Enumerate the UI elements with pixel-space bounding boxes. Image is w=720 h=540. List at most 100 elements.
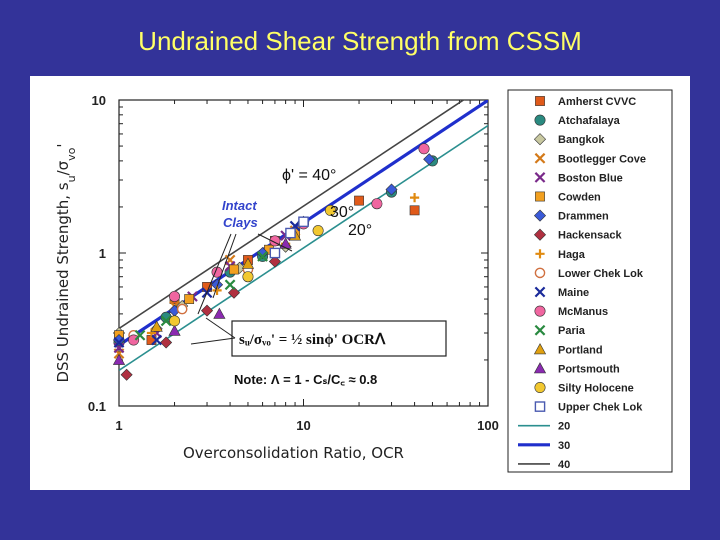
- legend-marker: [535, 249, 545, 259]
- y-axis-label-part: u: [65, 175, 78, 182]
- data-point: [227, 286, 241, 299]
- legend-marker: [533, 209, 547, 222]
- data-point: [224, 279, 236, 291]
- legend-item-label: McManus: [558, 306, 608, 318]
- data-point: [213, 307, 226, 319]
- legend-marker: [534, 324, 546, 336]
- data-point: [128, 334, 140, 346]
- data-point: [268, 255, 281, 268]
- annotation-phi-30: 30°: [330, 204, 354, 221]
- x-axis-label: Overconsolidation Ratio, OCR: [183, 444, 404, 462]
- legend-line-label: 40: [558, 459, 570, 471]
- data-point: [385, 183, 398, 196]
- note-text: Note: Λ = 1 - Cₛ/C꜀ ≈ 0.8: [234, 372, 377, 387]
- data-point: [160, 315, 172, 327]
- legend-marker: [533, 133, 547, 146]
- legend-marker: [535, 191, 545, 202]
- data-point: [409, 205, 420, 216]
- legend-marker: [534, 401, 546, 412]
- legend-marker: [533, 362, 547, 374]
- legend-item-label: Upper Chek Lok: [558, 402, 643, 414]
- legend-item-label: Cowden: [558, 192, 601, 204]
- y-tick-label: 10: [92, 93, 106, 108]
- data-point: [168, 324, 181, 336]
- legend-item-label: Hackensack: [558, 230, 622, 242]
- data-point: [151, 334, 163, 346]
- data-point: [176, 303, 188, 315]
- data-point: [324, 204, 336, 216]
- legend-item-label: Portland: [558, 344, 603, 356]
- legend-item-label: Haga: [558, 249, 586, 261]
- reference-line-40: [119, 100, 465, 330]
- y-tick-label: 0.1: [88, 399, 106, 414]
- data-point: [150, 320, 163, 332]
- annotation-phi-20: 20°: [348, 222, 372, 239]
- chart: 1 10 100 10 1 0.1 Overconsolidation Ratio, OCR…: [54, 89, 673, 473]
- y-axis-label-part: DSS Undrained Strength, s: [54, 182, 72, 382]
- legend-item-label: Lower Chek Lok: [558, 268, 644, 280]
- legend-item-label: Portsmouth: [558, 363, 620, 375]
- legend-marker: [534, 286, 546, 298]
- data-point: [423, 153, 436, 166]
- legend-marker: [534, 305, 546, 317]
- data-point: [312, 225, 324, 237]
- legend-marker: [533, 343, 547, 355]
- data-point: [371, 198, 383, 210]
- annotation-clays: Clays: [223, 215, 258, 230]
- legend-item-label: Bootlegger Cove: [558, 153, 646, 165]
- data-point: [201, 304, 214, 317]
- data-point: [160, 336, 173, 349]
- legend-item-label: Drammen: [558, 211, 609, 223]
- legend-item-label: Bangkok: [558, 134, 605, 146]
- data-point: [257, 251, 268, 262]
- legend-marker: [534, 381, 546, 393]
- data-point: [134, 329, 146, 341]
- y-axis-label-part: ': [54, 143, 72, 147]
- data-point: [242, 271, 254, 283]
- reference-line-20: [119, 124, 488, 372]
- annotation-phi-40: ϕ' = 40°: [282, 167, 336, 184]
- plot-border: [118, 99, 489, 407]
- equation-arrow: [190, 337, 236, 345]
- legend-item-label: Atchafalaya: [558, 115, 621, 127]
- y-axis-label-part: vo: [65, 147, 78, 161]
- data-point: [409, 193, 420, 203]
- annotation-arrow: [197, 233, 232, 315]
- data-point: [120, 368, 133, 381]
- legend-item-label: Boston Blue: [558, 172, 623, 184]
- x-tick-label: 100: [477, 418, 499, 433]
- y-axis-label-part: /σ: [54, 160, 72, 175]
- annotation-arrow: [212, 233, 237, 299]
- data-point: [113, 337, 125, 348]
- x-tick-label: 1: [115, 418, 122, 433]
- legend-item-label: Silty Holocene: [558, 383, 634, 395]
- legend-marker: [534, 152, 546, 164]
- data-point: [241, 257, 255, 269]
- legend-marker: [535, 96, 545, 106]
- data-point: [285, 227, 296, 239]
- equation-text: sᵤ/σᵥₒ' = ½ sinϕ' OCRᐱ: [239, 332, 386, 348]
- legend-box: [507, 89, 673, 473]
- data-point: [269, 247, 281, 259]
- slide-title: Undrained Shear Strength from CSSM: [138, 26, 582, 56]
- annotation-intact: Intact: [222, 198, 257, 213]
- annotation-arrow: [257, 233, 293, 252]
- legend-marker: [533, 228, 547, 241]
- data-point: [354, 195, 364, 206]
- chart-panel: 1 10 100 10 1 0.1 Overconsolidation Ratio, OCR…: [30, 76, 690, 490]
- legend-item-label: Paria: [558, 325, 586, 337]
- legend-marker: [534, 114, 546, 126]
- data-point: [112, 353, 126, 365]
- legend-line-label: 30: [558, 440, 570, 452]
- legend-item-label: Maine: [558, 287, 589, 299]
- equation-arrow: [205, 317, 236, 339]
- legend-marker: [534, 172, 546, 183]
- legend-item-label: Amherst CVVC: [558, 96, 636, 108]
- equation-box: [231, 320, 447, 357]
- data-point: [418, 143, 430, 155]
- legend-marker: [534, 267, 546, 279]
- data-point: [184, 294, 195, 304]
- legend-line-label: 20: [558, 421, 570, 433]
- y-axis-label: DSS Undrained Strength, su/σvo': [54, 143, 78, 382]
- x-tick-label: 10: [296, 418, 310, 433]
